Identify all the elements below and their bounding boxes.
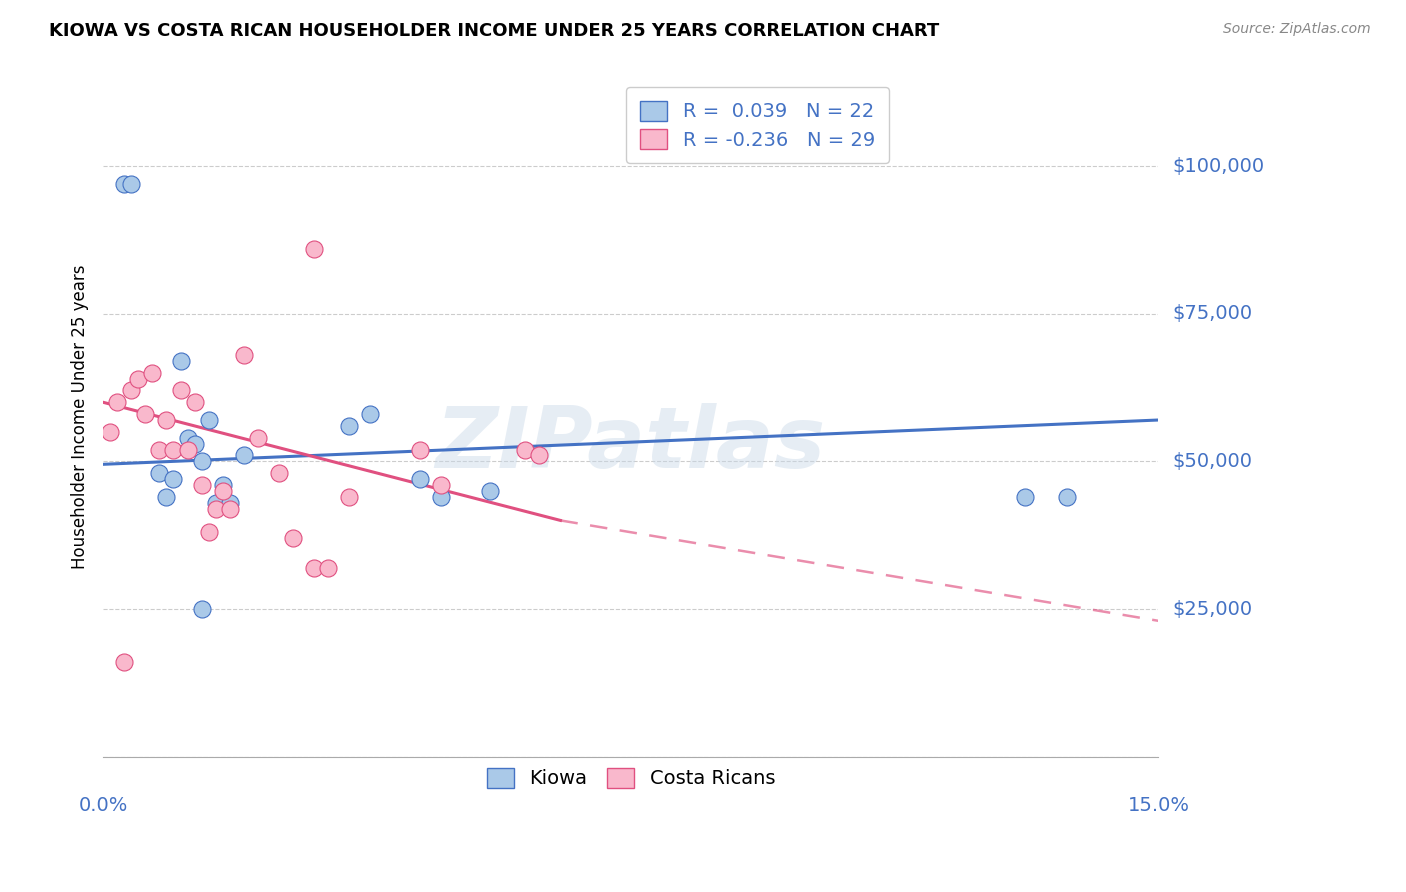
Point	[529, 449, 551, 463]
Point	[211, 478, 233, 492]
Point	[1056, 490, 1078, 504]
Point	[359, 407, 381, 421]
Point	[302, 242, 325, 256]
Point	[98, 425, 121, 439]
Point	[337, 490, 360, 504]
Text: Source: ZipAtlas.com: Source: ZipAtlas.com	[1223, 22, 1371, 37]
Text: KIOWA VS COSTA RICAN HOUSEHOLDER INCOME UNDER 25 YEARS CORRELATION CHART: KIOWA VS COSTA RICAN HOUSEHOLDER INCOME …	[49, 22, 939, 40]
Text: ZIPatlas: ZIPatlas	[436, 402, 825, 486]
Text: $50,000: $50,000	[1173, 452, 1253, 471]
Point	[112, 177, 135, 191]
Point	[1014, 490, 1036, 504]
Point	[112, 655, 135, 669]
Point	[211, 483, 233, 498]
Point	[148, 466, 170, 480]
Point	[169, 384, 191, 398]
Point	[246, 431, 269, 445]
Point	[409, 442, 432, 457]
Point	[479, 483, 502, 498]
Point	[430, 490, 453, 504]
Point	[232, 348, 254, 362]
Point	[162, 442, 184, 457]
Text: $100,000: $100,000	[1173, 156, 1264, 176]
Point	[190, 602, 212, 616]
Point	[162, 472, 184, 486]
Point	[232, 449, 254, 463]
Point	[337, 418, 360, 433]
Point	[176, 442, 198, 457]
Point	[183, 395, 205, 409]
Point	[204, 501, 226, 516]
Point	[218, 496, 240, 510]
Point	[141, 366, 163, 380]
Point	[105, 395, 128, 409]
Point	[134, 407, 156, 421]
Point	[430, 478, 453, 492]
Text: $25,000: $25,000	[1173, 599, 1253, 618]
Point	[218, 501, 240, 516]
Point	[148, 442, 170, 457]
Point	[155, 490, 177, 504]
Point	[409, 472, 432, 486]
Point	[176, 431, 198, 445]
Point	[120, 177, 142, 191]
Text: 15.0%: 15.0%	[1128, 796, 1189, 814]
Point	[120, 384, 142, 398]
Text: $75,000: $75,000	[1173, 304, 1253, 323]
Point	[169, 354, 191, 368]
Point	[281, 531, 304, 545]
Legend: Kiowa, Costa Ricans: Kiowa, Costa Ricans	[477, 758, 785, 797]
Point	[183, 436, 205, 450]
Point	[515, 442, 537, 457]
Point	[197, 413, 219, 427]
Text: 0.0%: 0.0%	[79, 796, 128, 814]
Point	[190, 478, 212, 492]
Point	[302, 560, 325, 574]
Point	[190, 454, 212, 468]
Point	[155, 413, 177, 427]
Point	[316, 560, 339, 574]
Point	[197, 525, 219, 540]
Point	[267, 466, 290, 480]
Y-axis label: Householder Income Under 25 years: Householder Income Under 25 years	[72, 265, 89, 569]
Point	[204, 496, 226, 510]
Point	[127, 372, 149, 386]
